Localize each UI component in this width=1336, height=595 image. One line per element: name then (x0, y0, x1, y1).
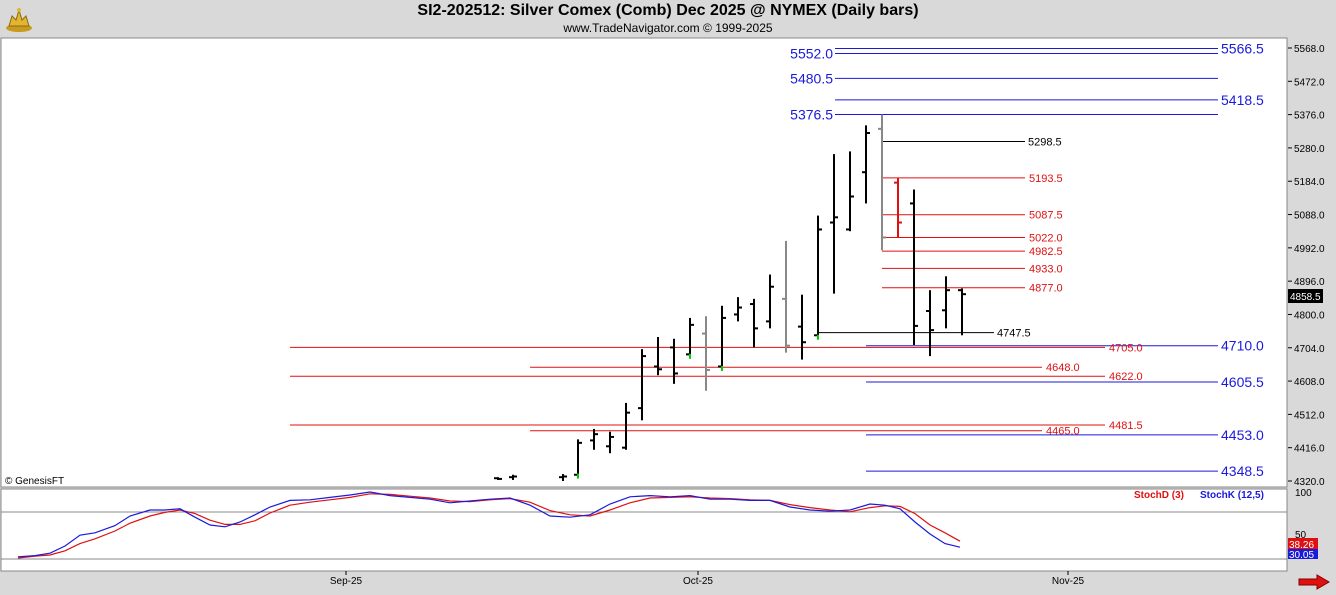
price-y-axis: 5568.0 5472.0 5376.0 5280.0 5184.0 5088.0 4992… (1288, 44, 1325, 488)
y-tick-label: 5184.0 (1294, 177, 1325, 188)
stochk-value: 30.05 (1289, 550, 1314, 561)
red-level-label: 4648.0 (1046, 362, 1080, 374)
price-levels: 5566.5 5552.0 5480.5 5418.5 5376.5 4710.0 4605… (290, 41, 1264, 479)
blue-level-label: 4605.5 (1221, 374, 1264, 390)
y-tick-label: 4608.0 (1294, 377, 1325, 388)
x-tick-label: Oct-25 (683, 576, 713, 587)
red-level-label: 4481.5 (1109, 420, 1143, 432)
gold-bull-logo-icon (4, 4, 34, 34)
blue-level-label: 5566.5 (1221, 41, 1264, 57)
y-tick-label: 5088.0 (1294, 211, 1325, 222)
chart-subtitle: www.TradeNavigator.com © 1999-2025 (563, 21, 773, 35)
y-tick-label: 4512.0 (1294, 410, 1325, 421)
red-level-label: 5087.5 (1029, 210, 1063, 222)
stochk-line (17, 491, 961, 558)
watermark: © GenesisFT (5, 476, 64, 487)
y-tick-label: 5376.0 (1294, 111, 1325, 122)
legend-stochd: StochD (3) (1134, 490, 1184, 501)
y-tick-label: 5568.0 (1294, 44, 1325, 55)
black-level-label: 4747.5 (997, 328, 1031, 340)
blue-level-label: 4453.0 (1221, 427, 1264, 443)
red-level-label: 5193.5 (1029, 173, 1063, 185)
y-tick-label: 5280.0 (1294, 144, 1325, 155)
last-price-box (1288, 289, 1323, 303)
scroll-right-arrow-icon[interactable] (1297, 574, 1331, 590)
blue-level-label: 4348.5 (1221, 463, 1264, 479)
y-tick-label: 4896.0 (1294, 277, 1325, 288)
stochd-value: 38.26 (1289, 540, 1314, 551)
stochd-value-box (1288, 538, 1318, 550)
y-tick-label: 4320.0 (1294, 477, 1325, 488)
y-tick-label: 4704.0 (1294, 344, 1325, 355)
stoch-panel (0, 488, 1288, 572)
stochk-value-box (1288, 549, 1318, 559)
legend-stochk: StochK (12,5) (1200, 490, 1264, 501)
stoch-tick-50: 50 (1295, 530, 1307, 541)
y-tick-label: 5472.0 (1294, 77, 1325, 88)
red-level-label: 4933.0 (1029, 263, 1063, 275)
blue-level-label: 5552.0 (790, 46, 833, 62)
stoch-tick-100: 100 (1295, 488, 1312, 499)
red-level-label: 4465.0 (1046, 426, 1080, 438)
red-level-label: 4877.0 (1029, 283, 1063, 295)
chart-header: SI2-202512: Silver Comex (Comb) Dec 2025… (0, 0, 1336, 38)
blue-level-label: 5480.5 (790, 70, 833, 86)
red-level-label: 4705.0 (1109, 342, 1143, 354)
x-axis: Sep-25 Oct-25 Nov-25 (330, 571, 1085, 587)
last-price-label: 4858.5 (1290, 292, 1321, 303)
red-level-label: 4622.0 (1109, 371, 1143, 383)
black-level-label: 5298.5 (1028, 137, 1062, 149)
stochastic-lines (1, 491, 1287, 560)
y-tick-label: 4800.0 (1294, 310, 1325, 321)
red-level-label: 5022.0 (1029, 232, 1063, 244)
y-tick-label: 4416.0 (1294, 444, 1325, 455)
price-panel (0, 37, 1288, 488)
y-axis-area (1288, 38, 1336, 571)
chart-title: SI2-202512: Silver Comex (Comb) Dec 2025… (417, 2, 919, 19)
x-tick-label: Nov-25 (1052, 576, 1085, 587)
price-bars (494, 114, 966, 481)
y-tick-label: 4992.0 (1294, 244, 1325, 255)
red-level-label: 4982.5 (1029, 246, 1063, 258)
blue-level-label: 5418.5 (1221, 92, 1264, 108)
blue-level-label: 5376.5 (790, 106, 833, 122)
blue-level-label: 4710.0 (1221, 338, 1264, 354)
x-tick-label: Sep-25 (330, 576, 363, 587)
